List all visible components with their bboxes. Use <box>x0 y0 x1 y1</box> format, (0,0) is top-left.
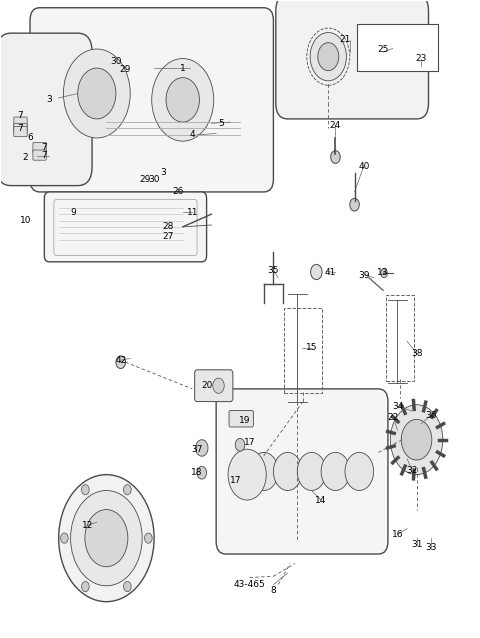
Text: 4: 4 <box>190 130 195 139</box>
Text: 17: 17 <box>244 438 255 447</box>
Text: 37: 37 <box>192 445 203 454</box>
Text: 28: 28 <box>163 223 174 232</box>
Circle shape <box>197 466 206 479</box>
Text: 38: 38 <box>411 350 422 359</box>
FancyBboxPatch shape <box>0 33 92 186</box>
Text: 14: 14 <box>315 496 327 505</box>
Text: 6: 6 <box>27 133 33 142</box>
Text: 20: 20 <box>201 381 212 390</box>
Circle shape <box>350 198 360 211</box>
Text: 10: 10 <box>20 216 31 225</box>
FancyBboxPatch shape <box>229 410 253 427</box>
Circle shape <box>196 440 208 456</box>
Text: 19: 19 <box>239 416 251 425</box>
Circle shape <box>144 533 152 543</box>
Text: 7: 7 <box>18 124 24 133</box>
Text: 11: 11 <box>187 208 198 217</box>
Circle shape <box>310 33 347 81</box>
FancyBboxPatch shape <box>216 389 388 554</box>
Text: 42: 42 <box>115 356 126 365</box>
Circle shape <box>274 452 302 491</box>
Circle shape <box>63 49 130 138</box>
Text: 9: 9 <box>70 208 76 217</box>
Circle shape <box>123 485 131 495</box>
FancyBboxPatch shape <box>30 8 274 192</box>
Text: 40: 40 <box>359 162 370 171</box>
Circle shape <box>213 378 224 393</box>
Circle shape <box>116 356 125 369</box>
Text: 32: 32 <box>406 466 418 475</box>
Text: 24: 24 <box>330 121 341 130</box>
Text: 15: 15 <box>306 343 317 352</box>
Text: 29: 29 <box>120 66 131 75</box>
Circle shape <box>321 452 350 491</box>
Circle shape <box>345 452 373 491</box>
Text: 7: 7 <box>41 151 47 160</box>
Text: 17: 17 <box>229 477 241 486</box>
Text: 3: 3 <box>46 95 52 105</box>
Circle shape <box>318 43 339 71</box>
Circle shape <box>152 59 214 141</box>
Text: 21: 21 <box>339 35 351 44</box>
Text: 2: 2 <box>23 152 28 161</box>
Text: 26: 26 <box>172 188 184 197</box>
Text: 29: 29 <box>139 175 150 184</box>
FancyBboxPatch shape <box>44 192 206 262</box>
Circle shape <box>381 269 387 278</box>
Circle shape <box>331 151 340 163</box>
Circle shape <box>390 404 443 475</box>
FancyBboxPatch shape <box>14 123 27 133</box>
Text: 41: 41 <box>325 268 336 277</box>
Text: 12: 12 <box>82 521 93 530</box>
Circle shape <box>82 581 89 591</box>
Circle shape <box>235 438 245 451</box>
Text: 43-465: 43-465 <box>234 580 265 589</box>
Circle shape <box>401 419 432 460</box>
Text: 13: 13 <box>377 268 389 277</box>
Text: 22: 22 <box>387 413 398 422</box>
Circle shape <box>59 475 154 602</box>
Circle shape <box>311 264 322 279</box>
Text: 39: 39 <box>359 271 370 280</box>
Circle shape <box>60 533 68 543</box>
Text: 16: 16 <box>392 530 403 540</box>
Text: 27: 27 <box>163 232 174 241</box>
Text: 1: 1 <box>180 64 186 73</box>
FancyBboxPatch shape <box>33 150 46 160</box>
Circle shape <box>82 485 89 495</box>
FancyBboxPatch shape <box>276 0 429 119</box>
Text: 25: 25 <box>377 45 389 54</box>
Circle shape <box>228 449 266 500</box>
Circle shape <box>78 68 116 119</box>
Circle shape <box>71 491 142 586</box>
Text: 3: 3 <box>161 168 167 177</box>
FancyBboxPatch shape <box>195 370 233 401</box>
Text: 5: 5 <box>218 119 224 128</box>
Text: 30: 30 <box>110 57 121 66</box>
Circle shape <box>166 78 199 122</box>
FancyBboxPatch shape <box>357 24 438 71</box>
Text: 23: 23 <box>416 54 427 63</box>
Text: 7: 7 <box>18 111 24 120</box>
Circle shape <box>250 452 278 491</box>
FancyBboxPatch shape <box>33 142 46 152</box>
Text: 35: 35 <box>268 265 279 274</box>
Text: 7: 7 <box>41 143 47 152</box>
Text: 18: 18 <box>192 468 203 477</box>
Text: 36: 36 <box>425 411 437 420</box>
Circle shape <box>297 452 326 491</box>
FancyBboxPatch shape <box>14 117 27 127</box>
Circle shape <box>85 510 128 567</box>
Text: 33: 33 <box>425 543 437 552</box>
Text: 34: 34 <box>392 402 403 411</box>
Circle shape <box>123 581 131 591</box>
Text: 30: 30 <box>148 175 160 184</box>
Text: 31: 31 <box>411 540 422 549</box>
FancyBboxPatch shape <box>14 126 27 137</box>
Text: 8: 8 <box>271 586 276 595</box>
